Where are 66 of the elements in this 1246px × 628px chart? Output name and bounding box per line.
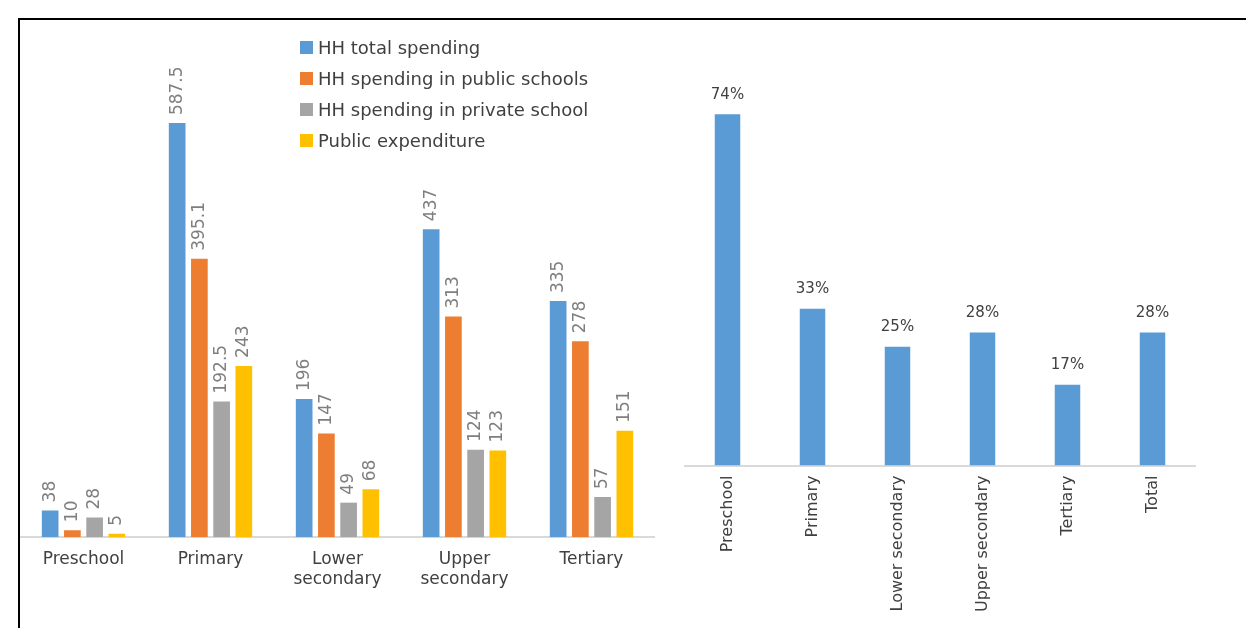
- bar: [340, 502, 357, 538]
- x-tick-label: Lower secondary: [886, 475, 906, 612]
- x-tick-label: Primary: [177, 547, 244, 568]
- bar: [1139, 332, 1166, 466]
- data-label: 25%: [880, 317, 915, 336]
- data-label: 5: [105, 514, 126, 526]
- bar: [969, 332, 996, 466]
- x-tick-label: Lower secondary: [293, 547, 382, 589]
- bar: [295, 399, 313, 538]
- x-tick-label: Upper secondary: [971, 475, 991, 613]
- x-tick-label: Tertiary: [1056, 475, 1076, 537]
- data-label: 243: [232, 325, 253, 358]
- data-label: 28: [83, 487, 104, 510]
- bar: [41, 510, 59, 538]
- data-label: 28%: [965, 302, 1000, 321]
- bar: [422, 229, 440, 538]
- bar: [235, 365, 253, 538]
- x-tick-label: Total: [1141, 475, 1161, 514]
- data-label: 74%: [710, 84, 745, 103]
- bar: [213, 401, 230, 538]
- bar: [549, 301, 567, 538]
- data-label: 587.5: [165, 66, 186, 116]
- data-label: 38: [38, 480, 59, 503]
- x-tick-label: Tertiary: [558, 547, 624, 568]
- data-label: 57: [591, 467, 612, 490]
- data-label: 278: [568, 300, 589, 334]
- data-label: 147: [314, 393, 335, 426]
- data-label: 124: [464, 409, 485, 442]
- bar: [467, 449, 484, 538]
- bar: [616, 430, 634, 538]
- bar: [714, 114, 741, 466]
- data-label: 28%: [1135, 302, 1170, 321]
- bar: [168, 123, 186, 538]
- bar: [884, 346, 911, 466]
- data-label: 395.1: [187, 202, 208, 251]
- data-label: 33%: [795, 279, 830, 298]
- bar: [191, 258, 208, 538]
- data-label: 196: [292, 358, 313, 392]
- bar: [64, 530, 81, 538]
- bar: [594, 497, 611, 538]
- data-label: 151: [613, 390, 634, 423]
- data-label: 123: [486, 410, 507, 443]
- bar: [318, 433, 335, 538]
- data-label: 17%: [1050, 355, 1085, 374]
- bar: [86, 517, 103, 538]
- bar: [572, 341, 589, 538]
- data-label: 49: [337, 473, 358, 495]
- bar: [1054, 384, 1081, 466]
- data-label: 313: [441, 276, 462, 309]
- bar: [362, 489, 380, 538]
- x-tick-label: Preschool: [42, 547, 125, 568]
- x-tick-label: Preschool: [716, 475, 736, 553]
- bar: [489, 450, 507, 538]
- legend-label: HH spending in private school: [318, 99, 589, 120]
- legend-label: HH spending in public schools: [318, 68, 589, 89]
- data-label: 192.5: [210, 344, 231, 394]
- bar: [799, 308, 826, 466]
- data-label: 68: [359, 459, 380, 482]
- data-label: 437: [419, 188, 440, 222]
- data-label: 10: [60, 500, 81, 523]
- x-tick-label: Primary: [801, 475, 821, 538]
- bar: [445, 316, 462, 538]
- legend-label: Public expenditure: [318, 130, 486, 151]
- legend-label: HH total spending: [318, 37, 481, 58]
- data-label: 335: [546, 260, 567, 294]
- x-tick-label: Upper secondary: [420, 547, 509, 589]
